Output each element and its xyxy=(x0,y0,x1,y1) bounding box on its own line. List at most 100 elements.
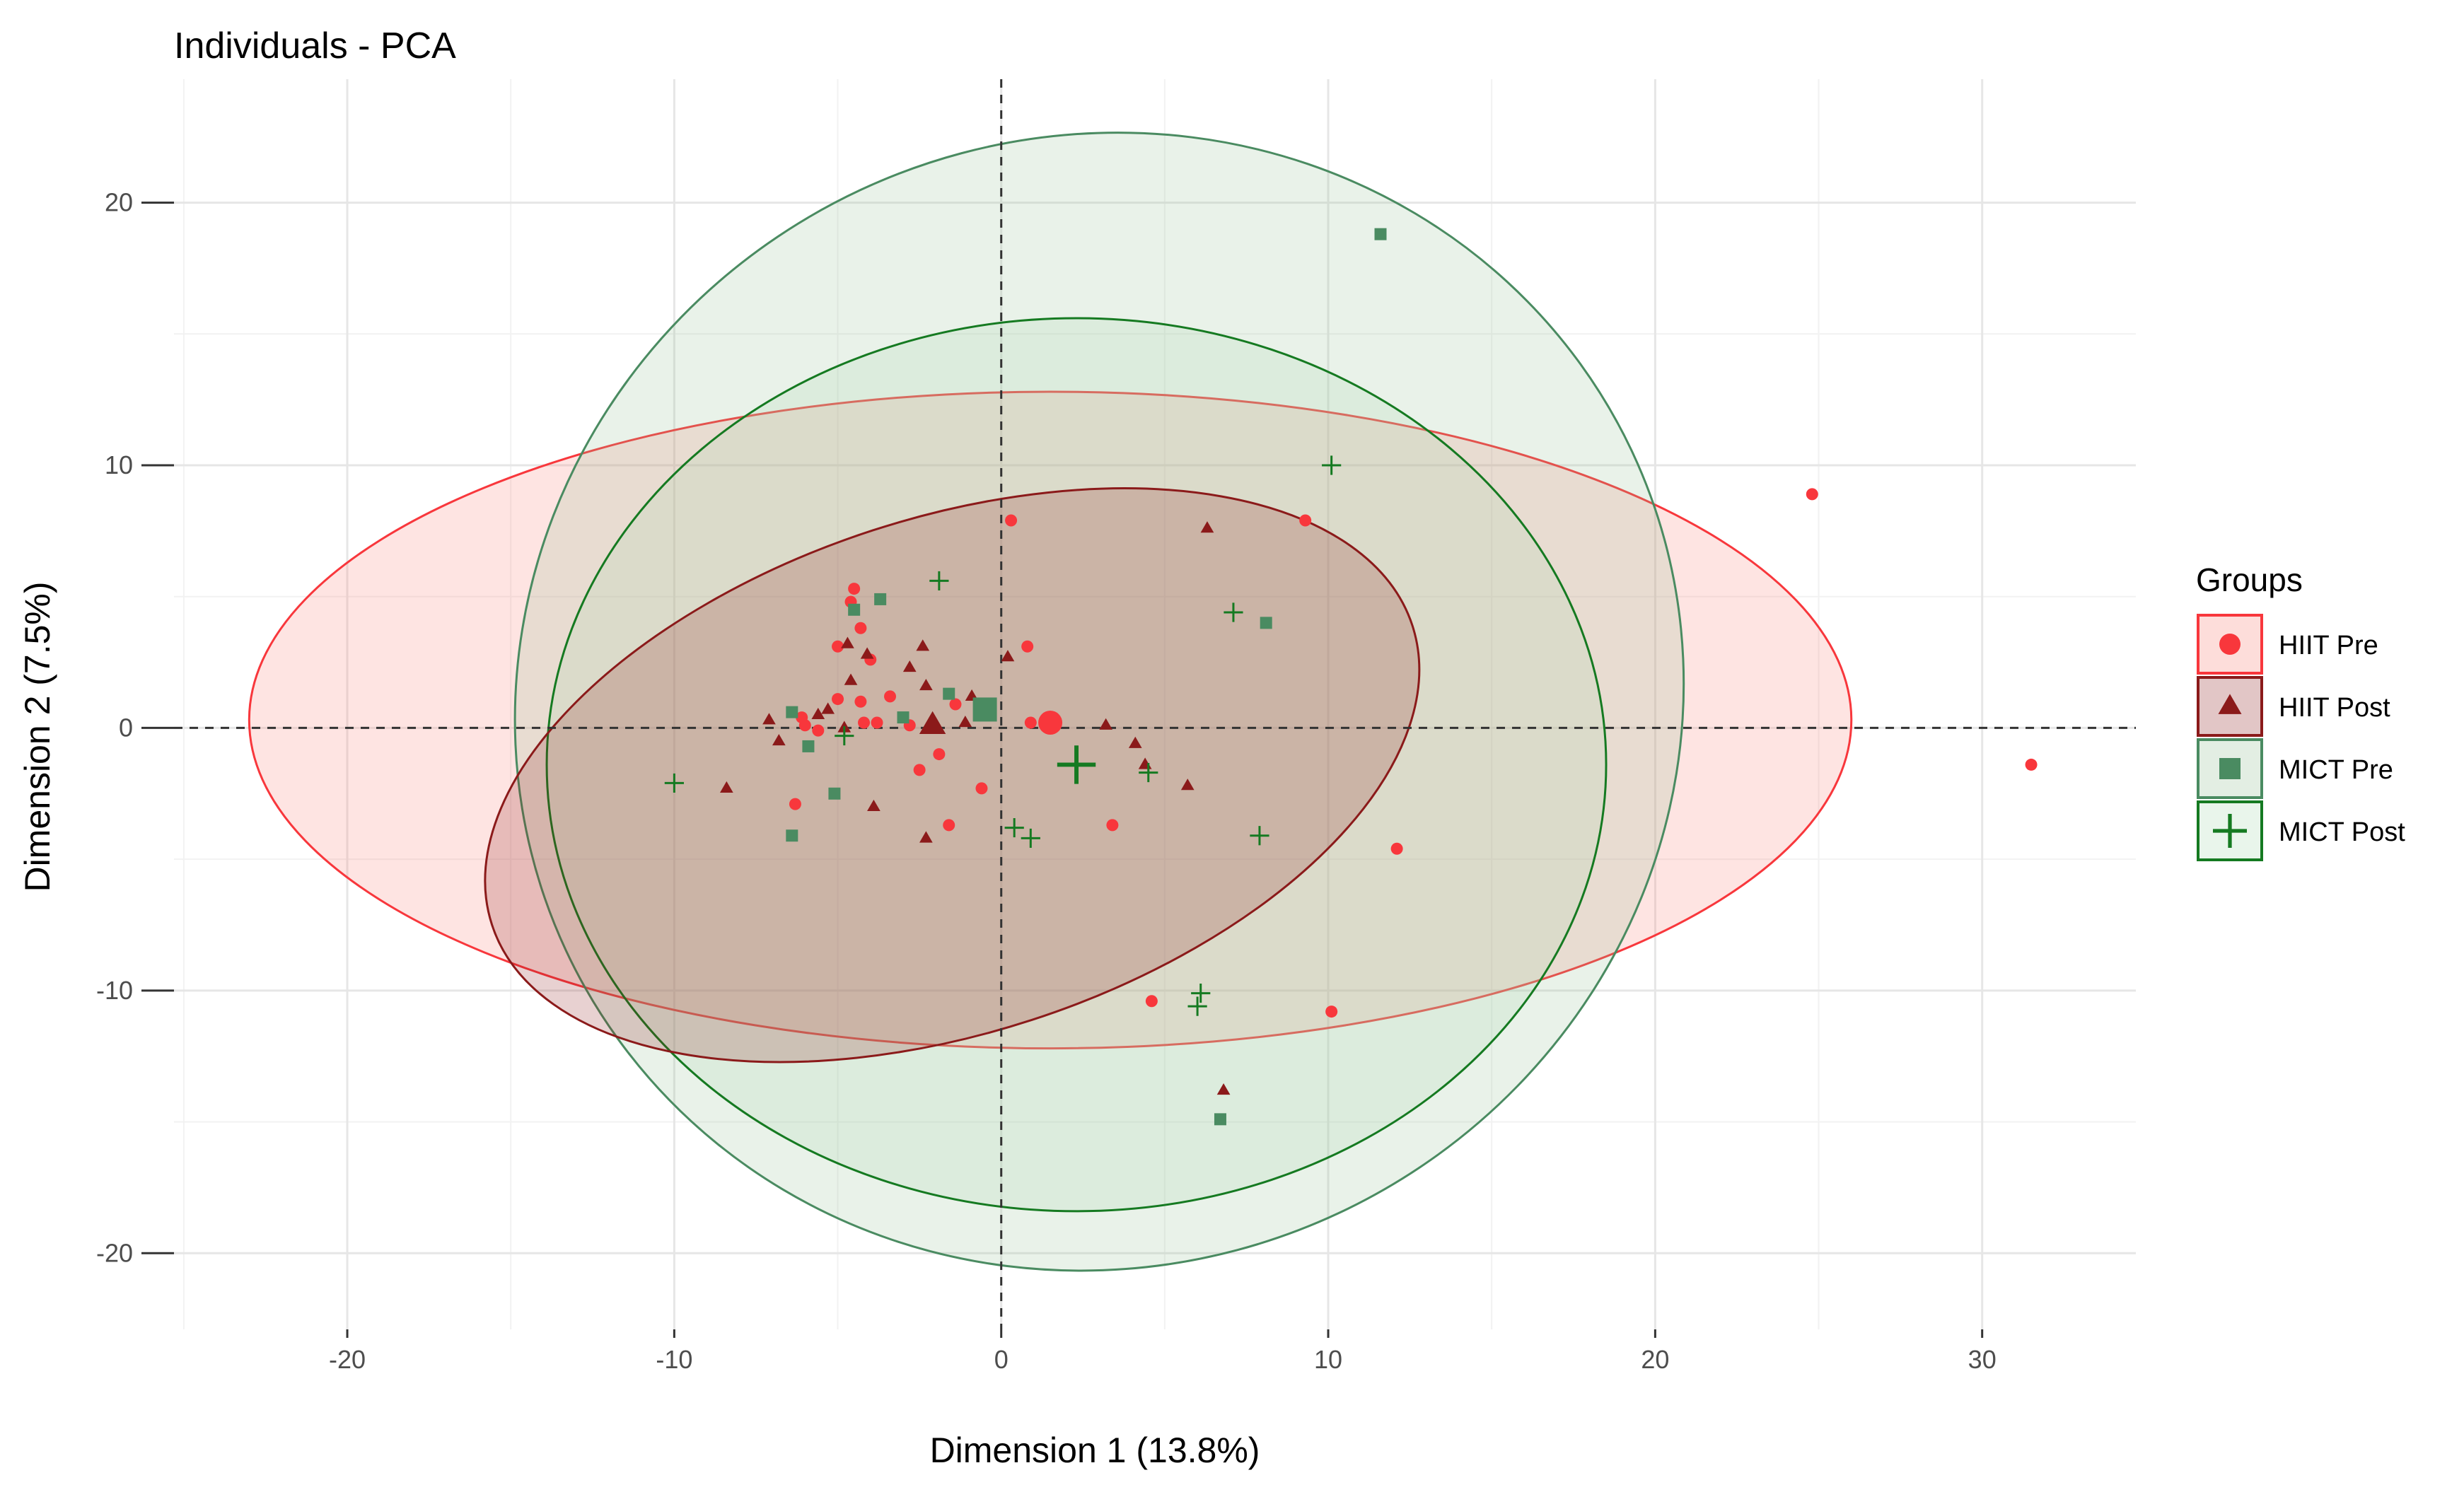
x-tick-label: 0 xyxy=(994,1345,1009,1374)
point-hiit-post xyxy=(1216,1083,1231,1095)
group-centroids xyxy=(919,697,1096,784)
legend-label: MICT Pre xyxy=(2279,755,2393,785)
x-tick-label: 20 xyxy=(1641,1345,1669,1374)
point-hiit-pre xyxy=(1806,488,1818,501)
point-hiit-pre xyxy=(943,819,955,832)
point-mict-post xyxy=(1021,828,1040,849)
point-hiit-pre xyxy=(858,716,871,729)
point-mict-post xyxy=(1004,817,1024,838)
x-tick-label: 30 xyxy=(1968,1345,1997,1374)
point-hiit-pre xyxy=(933,748,946,761)
y-axis-label: Dimension 2 (7.5%) xyxy=(18,581,57,892)
point-hiit-pre xyxy=(848,583,861,595)
point-mict-pre xyxy=(1214,1113,1226,1126)
point-hiit-post xyxy=(719,781,733,793)
point-hiit-post xyxy=(762,713,776,725)
y-tick-label: -10 xyxy=(96,976,133,1005)
point-mict-post xyxy=(1322,455,1342,475)
legend-label: MICT Post xyxy=(2279,817,2405,847)
point-hiit-post xyxy=(844,673,858,685)
y-tick-label: 10 xyxy=(105,450,133,479)
point-hiit-post xyxy=(1099,718,1112,730)
data-points xyxy=(664,228,2038,1126)
legend-key-box xyxy=(2197,800,2263,861)
point-mict-pre xyxy=(897,711,910,724)
point-hiit-pre xyxy=(1299,514,1312,527)
ellipse-hiit-post xyxy=(484,487,1421,1063)
point-hiit-pre xyxy=(854,695,867,708)
point-hiit-pre xyxy=(789,798,801,810)
legend-key-marker xyxy=(2218,694,2242,714)
point-mict-pre xyxy=(828,787,841,800)
point-hiit-pre xyxy=(2025,758,2038,771)
y-tick-label: 0 xyxy=(119,713,133,742)
legend-items: HIIT Pre HIIT Post MICT Pre MICT Post xyxy=(2197,614,2405,861)
point-hiit-pre xyxy=(1325,1006,1338,1018)
point-hiit-pre xyxy=(1005,514,1018,527)
point-mict-pre xyxy=(874,593,887,605)
point-hiit-post xyxy=(841,636,854,648)
centroid-mict-pre xyxy=(972,697,997,722)
point-hiit-pre xyxy=(871,716,883,729)
point-hiit-pre xyxy=(975,782,988,795)
point-hiit-pre xyxy=(1021,640,1034,653)
point-hiit-pre xyxy=(832,640,844,653)
point-mict-post xyxy=(1139,762,1158,783)
point-hiit-post xyxy=(1200,521,1214,533)
point-hiit-post xyxy=(821,702,835,714)
point-mict-post xyxy=(929,571,949,591)
point-hiit-post xyxy=(916,639,930,651)
x-tick-label: -20 xyxy=(329,1345,366,1374)
legend-title: Groups xyxy=(2196,561,2303,598)
y-tick-label: -20 xyxy=(96,1238,133,1267)
plot-panel xyxy=(174,79,2136,1329)
point-mict-pre xyxy=(1260,617,1272,629)
point-mict-post xyxy=(1224,602,1243,622)
point-hiit-pre xyxy=(796,711,808,724)
x-tick-label: 10 xyxy=(1314,1345,1342,1374)
centroid-hiit-post xyxy=(919,711,946,734)
centroid-hiit-pre xyxy=(1038,711,1063,735)
centroid-mict-post xyxy=(1057,745,1096,784)
point-mict-pre xyxy=(802,740,815,752)
point-hiit-post xyxy=(772,733,786,746)
point-hiit-pre xyxy=(812,724,825,737)
legend-key-marker xyxy=(2219,758,2241,779)
point-hiit-pre xyxy=(913,764,926,776)
point-hiit-post xyxy=(1128,736,1142,748)
legend-label: HIIT Post xyxy=(2279,693,2390,723)
point-hiit-pre xyxy=(1024,716,1037,729)
legend-key-marker xyxy=(2213,814,2247,848)
legend-label: HIIT Pre xyxy=(2279,631,2378,660)
point-mict-post xyxy=(835,725,854,746)
point-hiit-post xyxy=(919,678,933,691)
point-mict-post xyxy=(1250,826,1269,846)
chart-title: Individuals - PCA xyxy=(174,25,456,66)
point-mict-pre xyxy=(786,706,798,718)
point-hiit-pre xyxy=(949,698,962,711)
point-mict-post xyxy=(664,773,684,793)
point-hiit-post xyxy=(1001,650,1015,662)
point-hiit-post xyxy=(902,660,917,672)
legend-key-marker xyxy=(2219,634,2241,655)
legend: Groups HIIT Pre HIIT Post MICT Pre MICT Pos… xyxy=(2196,561,2405,861)
point-hiit-post xyxy=(811,707,825,719)
x-axis-ticks: -20 -10 0 10 20 30 xyxy=(329,1329,1997,1374)
point-hiit-post xyxy=(860,647,874,659)
point-mict-pre xyxy=(848,603,861,616)
x-tick-label: -10 xyxy=(656,1345,692,1374)
point-mict-pre xyxy=(786,829,798,842)
y-axis-ticks: -20 -10 0 10 20 xyxy=(96,188,174,1267)
point-mict-post xyxy=(1187,996,1207,1016)
point-hiit-pre xyxy=(832,693,844,706)
point-hiit-pre xyxy=(1145,995,1158,1008)
x-axis-label: Dimension 1 (13.8%) xyxy=(930,1430,1260,1470)
point-hiit-pre xyxy=(854,622,867,634)
ellipse-mict-pre xyxy=(513,132,1685,1272)
point-mict-post xyxy=(1191,983,1211,1003)
point-mict-pre xyxy=(943,687,955,700)
point-hiit-post xyxy=(958,715,972,728)
point-hiit-pre xyxy=(1106,819,1119,832)
